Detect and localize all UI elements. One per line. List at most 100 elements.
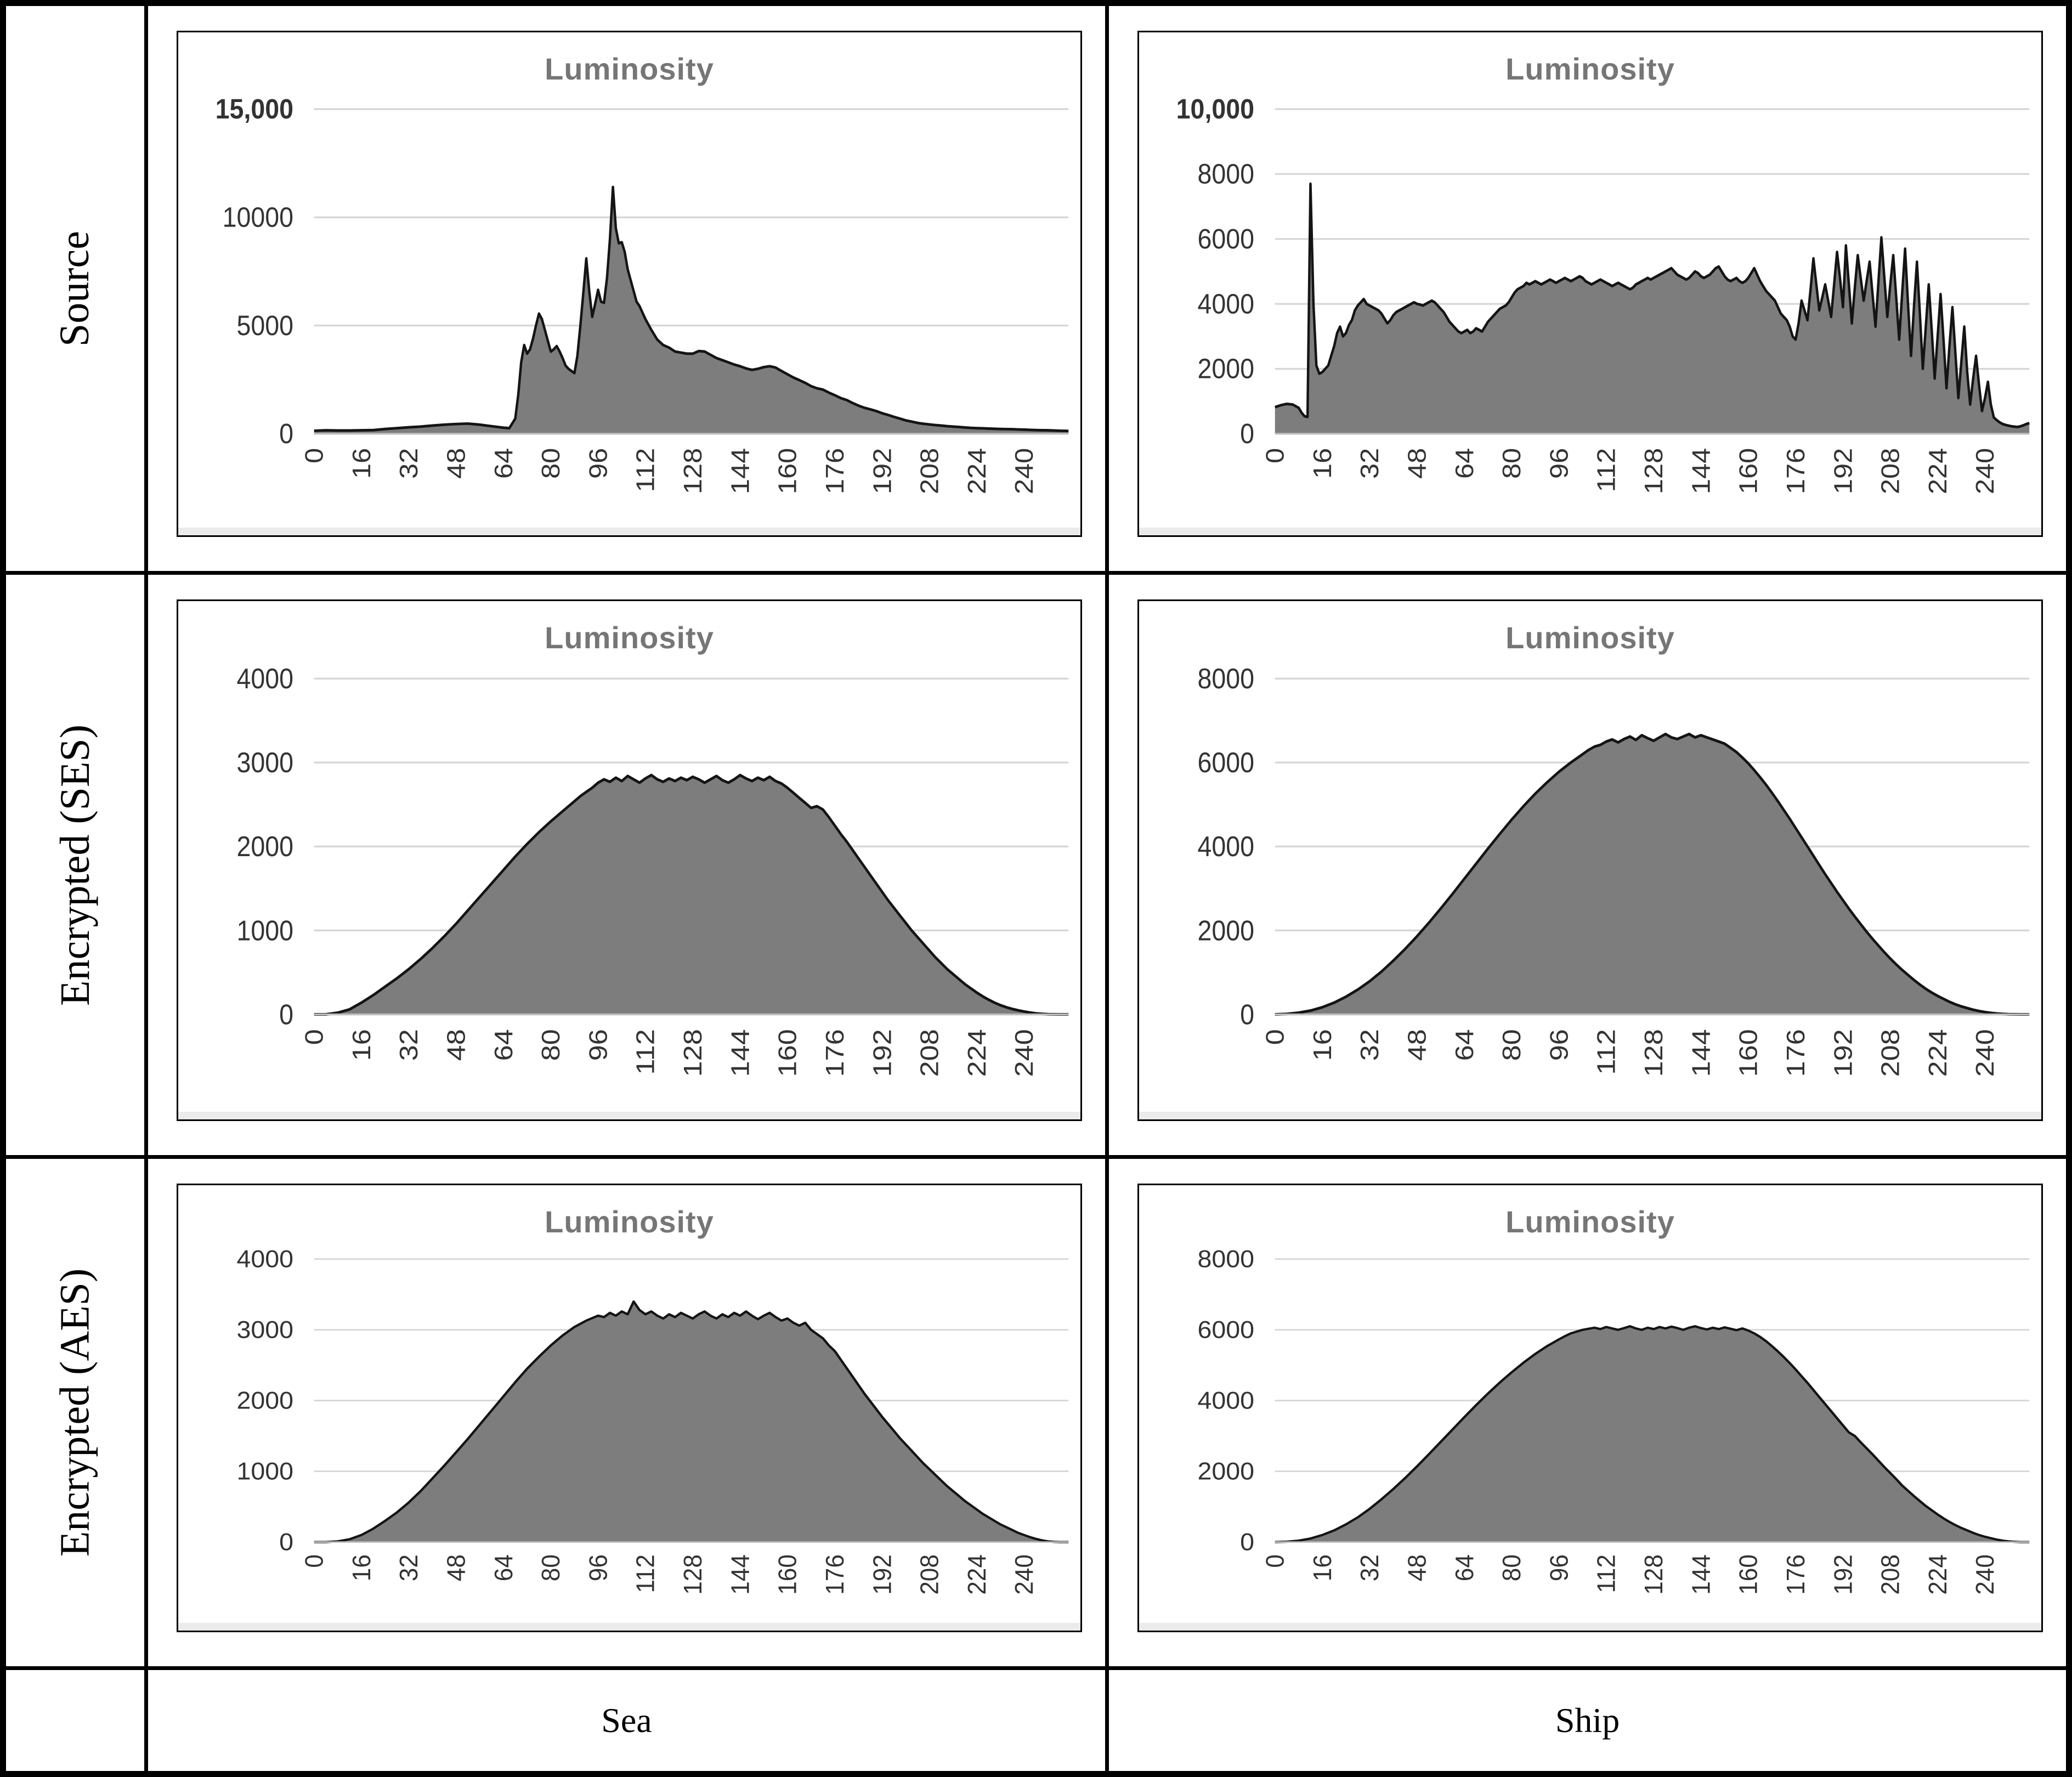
svg-text:8000: 8000	[1197, 663, 1254, 695]
svg-text:192: 192	[1829, 448, 1858, 494]
svg-text:192: 192	[868, 448, 897, 494]
svg-text:208: 208	[915, 448, 944, 494]
svg-text:208: 208	[1876, 1029, 1905, 1077]
svg-text:64: 64	[490, 448, 518, 479]
svg-text:80: 80	[1498, 448, 1526, 479]
svg-text:112: 112	[631, 1029, 660, 1074]
svg-text:176: 176	[820, 1554, 849, 1595]
svg-text:240: 240	[1010, 448, 1039, 494]
svg-text:240: 240	[1971, 448, 2000, 494]
histogram-area	[1275, 732, 2030, 1016]
svg-text:0: 0	[1261, 1029, 1289, 1045]
svg-text:160: 160	[773, 448, 802, 494]
svg-text:224: 224	[1923, 1554, 1952, 1595]
svg-text:80: 80	[1497, 1554, 1526, 1581]
svg-text:144: 144	[1687, 1029, 1716, 1077]
corner-cell	[6, 1670, 144, 1771]
row-label-aes: Encrypted (AES)	[52, 1268, 98, 1557]
svg-text:32: 32	[395, 448, 423, 479]
svg-text:144: 144	[1687, 448, 1716, 494]
svg-text:10000: 10000	[223, 202, 293, 233]
chart-aes-sea: Luminosity 4000 3000 2000 1000 0 0 16 32 48 64 80 9…	[177, 1184, 1082, 1632]
svg-text:176: 176	[821, 1029, 850, 1077]
svg-text:6000: 6000	[1197, 224, 1254, 254]
svg-text:96: 96	[1545, 448, 1573, 479]
histogram-plot-ses-sea: 4000 3000 2000 1000 00 16 32 48 64 80 96 112 128 144 1…	[236, 663, 1069, 1077]
chart-aes-ship: Luminosity 8000 6000 4000 2000 0 0 16 32 48 64 80 9…	[1137, 1184, 2043, 1632]
histogram-area	[1275, 182, 2030, 434]
histogram-plot-aes-sea: 4000 3000 2000 1000 00 16 32 48 64 80 96 112 128 144 1…	[236, 1246, 1069, 1595]
svg-text:16: 16	[1309, 1029, 1337, 1061]
histogram-area	[314, 1300, 1069, 1543]
svg-text:96: 96	[1544, 1554, 1573, 1581]
col-label-ship: Ship	[1555, 1701, 1620, 1740]
svg-text:224: 224	[963, 1554, 991, 1595]
histogram-plot-source-sea: 15,000 10000 5000 00 16 32 48 64 80 96 112 128 144 16…	[216, 94, 1069, 494]
chart-title: Luminosity	[1505, 620, 1675, 655]
svg-text:224: 224	[963, 1029, 992, 1077]
svg-text:64: 64	[489, 1029, 518, 1061]
svg-text:0: 0	[1240, 418, 1254, 449]
y-axis-labels: 4000 3000 2000 1000 0	[236, 663, 293, 1031]
svg-text:192: 192	[1829, 1029, 1858, 1077]
chart-title: Luminosity	[545, 52, 714, 86]
x-axis-labels: 0 16 32 48 64 80 96 112 128 144 160 176 192 208 224 240	[300, 448, 1038, 494]
svg-text:192: 192	[868, 1554, 896, 1595]
svg-text:32: 32	[395, 1029, 423, 1061]
svg-text:112: 112	[1592, 1554, 1621, 1593]
svg-text:3000: 3000	[236, 747, 293, 779]
svg-text:128: 128	[679, 1029, 707, 1077]
svg-text:160: 160	[1734, 448, 1763, 494]
svg-text:32: 32	[394, 1554, 423, 1581]
svg-text:80: 80	[536, 1554, 565, 1581]
row-label-source: Source	[52, 230, 98, 347]
chart-source-sea: Luminosity 15,000 10000 5000 0 0 16 32 48 64 80 96…	[177, 31, 1082, 537]
svg-text:208: 208	[915, 1554, 943, 1595]
svg-text:160: 160	[773, 1029, 802, 1077]
svg-text:96: 96	[1545, 1029, 1573, 1061]
y-axis-labels: 10,000 8000 6000 4000 2000 0	[1176, 94, 1254, 449]
svg-text:144: 144	[726, 448, 755, 494]
chart-ses-sea: Luminosity 4000 3000 2000 1000 0 0 16 32 48 64 80 9…	[177, 599, 1082, 1121]
cell-source-ship: Luminosity 10,000 8000 6000 4000 2000 0 0 16 32 4…	[1109, 6, 2066, 571]
y-axis-labels: 15,000 10000 5000 0	[216, 94, 293, 449]
svg-text:224: 224	[1924, 448, 1952, 494]
svg-text:112: 112	[1592, 1029, 1621, 1074]
svg-text:0: 0	[1261, 448, 1289, 463]
svg-text:2000: 2000	[1197, 354, 1254, 384]
col-header-ship: Ship	[1109, 1670, 2066, 1771]
col-header-sea: Sea	[148, 1670, 1105, 1771]
svg-text:112: 112	[1592, 448, 1621, 493]
svg-text:240: 240	[1971, 1029, 2000, 1077]
svg-text:1000: 1000	[236, 915, 293, 947]
cell-aes-ship: Luminosity 8000 6000 4000 2000 0 0 16 32 48 64 80 9…	[1109, 1159, 2066, 1666]
svg-text:16: 16	[348, 448, 376, 479]
svg-text:0: 0	[1260, 1554, 1289, 1568]
svg-text:16: 16	[347, 1554, 376, 1581]
cell-ses-ship: Luminosity 8000 6000 4000 2000 0 0 16 32 48 64 80 9…	[1109, 575, 2066, 1155]
svg-text:144: 144	[726, 1554, 754, 1595]
svg-text:240: 240	[1971, 1554, 1999, 1595]
svg-text:208: 208	[1876, 1554, 1904, 1595]
svg-text:4000: 4000	[236, 1246, 293, 1273]
cell-aes-sea: Luminosity 4000 3000 2000 1000 0 0 16 32 48 64 80 9…	[148, 1159, 1105, 1666]
svg-text:128: 128	[1639, 1554, 1668, 1595]
svg-text:0: 0	[300, 1029, 329, 1045]
svg-text:80: 80	[1498, 1029, 1526, 1061]
chart-title: Luminosity	[545, 1204, 714, 1239]
svg-text:64: 64	[1450, 1029, 1479, 1061]
histogram-area	[314, 185, 1069, 434]
svg-text:64: 64	[1451, 448, 1479, 479]
svg-text:2000: 2000	[1197, 1458, 1254, 1485]
col-label-sea: Sea	[601, 1701, 652, 1740]
svg-text:6000: 6000	[1197, 747, 1254, 779]
svg-text:0: 0	[1240, 1529, 1254, 1556]
svg-text:0: 0	[1240, 999, 1254, 1031]
svg-text:2000: 2000	[236, 831, 293, 863]
svg-text:160: 160	[1734, 1029, 1763, 1077]
svg-text:160: 160	[773, 1554, 802, 1595]
svg-text:96: 96	[584, 1554, 612, 1581]
row-header-source: Source	[6, 6, 144, 571]
svg-text:128: 128	[678, 1554, 707, 1595]
